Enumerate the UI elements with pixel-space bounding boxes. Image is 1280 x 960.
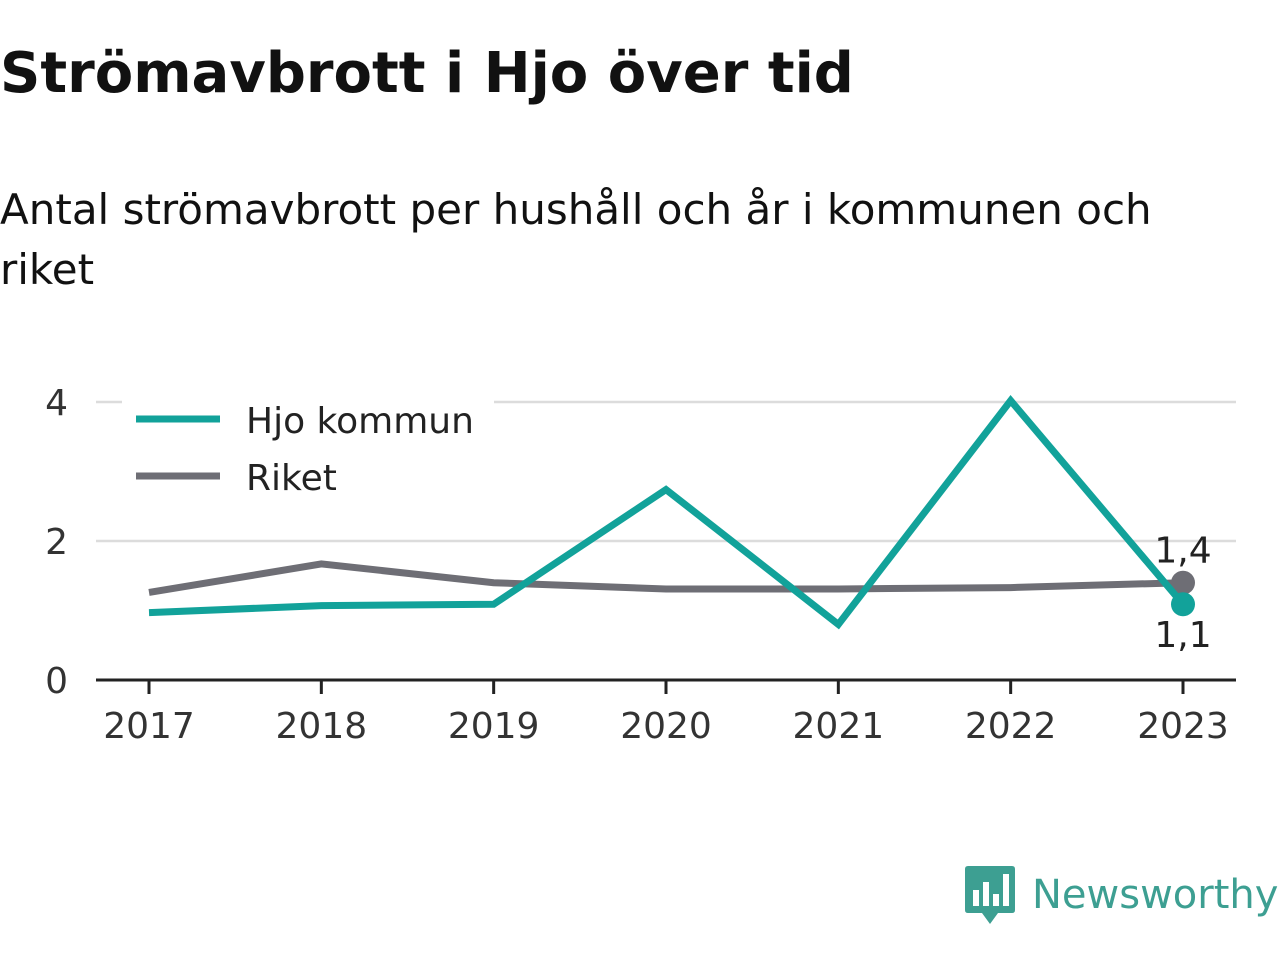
end-point-hjo-kommun [1171,592,1195,617]
legend-label-riket: Riket [246,458,337,499]
x-tick-label: 2021 [793,706,885,747]
axes: 0 2 4 2017 2018 2019 2020 2021 2022 2023 [45,383,1236,747]
y-tick-label: 0 [45,661,68,702]
end-label-riket: 1,4 [1154,531,1211,572]
x-tick-label: 2023 [1137,706,1229,747]
y-tick-label: 4 [45,383,68,424]
chart-subtitle: Antal strömavbrott per hushåll och år i … [0,185,1152,294]
x-tick-label: 2017 [103,706,195,747]
x-tick-label: 2020 [620,706,712,747]
x-tick-label: 2022 [965,706,1057,747]
brand-name: Newsworthy [1032,872,1279,918]
end-label-hjo-kommun: 1,1 [1154,615,1211,656]
chart-title: Strömavbrott i Hjo över tid [0,41,854,106]
y-tick-label: 2 [45,522,68,563]
x-tick-label: 2018 [276,706,368,747]
series-line-riket [148,560,1184,596]
brand-logo: Newsworthy [964,864,1278,926]
end-point-riket [1171,570,1195,595]
series-line-hjo-kommun [148,395,1186,630]
legend-label-hjo-kommun: Hjo kommun [246,401,474,442]
legend: Hjo kommun Riket [122,390,494,502]
legend-background [122,390,494,502]
x-tick-label: 2019 [448,706,540,747]
series: 1,4 1,1 [148,395,1212,656]
newsworthy-logo-icon [965,866,1015,924]
